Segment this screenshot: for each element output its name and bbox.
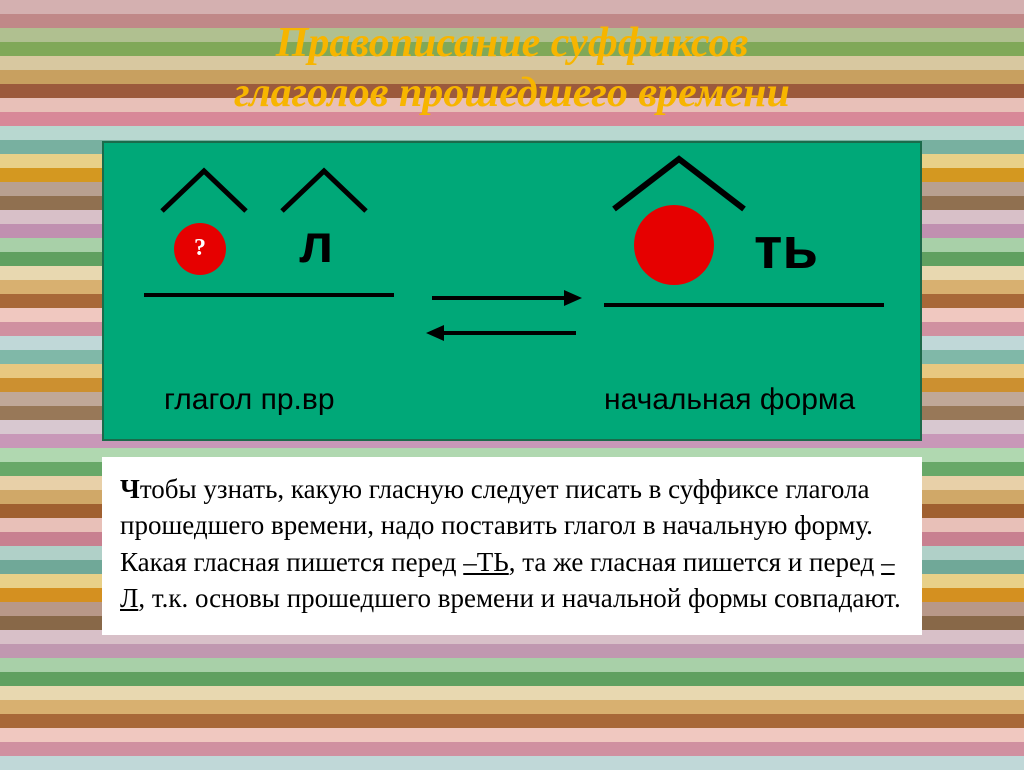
rule-paragraph: Чтобы узнать, какую гласную следует писа… [120, 471, 904, 617]
title-line-1: Правописание суффиксов [0, 18, 1024, 68]
slide-content: Правописание суффиксов глаголов прошедше… [0, 0, 1024, 767]
title-line-2: глаголов прошедшего времени [0, 68, 1024, 118]
label-right: начальная форма [604, 383, 855, 417]
suffix-hat-1 [154, 163, 254, 218]
question-mark: ? [194, 235, 206, 262]
rule-text-box: Чтобы узнать, какую гласную следует писа… [102, 457, 922, 635]
slide-title: Правописание суффиксов глаголов прошедше… [0, 0, 1024, 119]
rule-text-3: , т.к. основы прошедшего времени и начал… [138, 583, 900, 613]
red-circle-right [634, 205, 714, 285]
rule-text-2: , та же гласная пишется и перед [509, 547, 881, 577]
arrow-right [424, 283, 584, 313]
arrow-left [424, 318, 584, 348]
letter-l: л [299, 213, 333, 275]
rule-underline-1: –ТЬ [463, 547, 509, 577]
suffix-hat-2 [274, 163, 374, 218]
diagram-box: ? л ть глагол пр.вр начальная форма [102, 141, 922, 441]
underline-right [604, 303, 884, 307]
underline-left [144, 293, 394, 297]
letter-ty: ть [754, 215, 818, 282]
rule-first-letter: Ч [120, 474, 140, 504]
label-left: глагол пр.вр [164, 383, 335, 417]
